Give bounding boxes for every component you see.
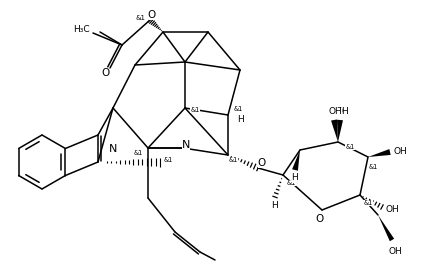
Text: &1: &1 — [286, 180, 295, 186]
Text: O: O — [101, 68, 109, 78]
Text: &1: &1 — [345, 144, 354, 150]
Text: O: O — [147, 10, 155, 20]
Polygon shape — [337, 120, 343, 142]
Text: OH: OH — [328, 107, 342, 116]
Text: &1: &1 — [163, 157, 173, 163]
Text: OH: OH — [393, 147, 407, 156]
Text: &1: &1 — [364, 200, 373, 206]
Text: &1: &1 — [229, 157, 238, 163]
Polygon shape — [331, 120, 338, 142]
Text: &1: &1 — [233, 106, 243, 112]
Polygon shape — [378, 215, 394, 241]
Text: &1: &1 — [133, 150, 142, 156]
Text: H: H — [236, 115, 243, 124]
Text: &1: &1 — [135, 15, 145, 21]
Text: &1: &1 — [368, 164, 378, 170]
Text: OH: OH — [385, 206, 399, 214]
Text: H: H — [272, 200, 278, 209]
Text: H: H — [291, 174, 298, 182]
Polygon shape — [292, 150, 300, 171]
Text: OH: OH — [335, 107, 349, 115]
Text: N: N — [182, 140, 190, 150]
Text: &1: &1 — [191, 107, 200, 113]
Text: OH: OH — [388, 248, 402, 256]
Text: O: O — [258, 158, 266, 168]
Polygon shape — [368, 149, 391, 157]
Text: N: N — [109, 144, 117, 154]
Text: H₃C: H₃C — [73, 25, 90, 34]
Text: O: O — [316, 214, 324, 224]
